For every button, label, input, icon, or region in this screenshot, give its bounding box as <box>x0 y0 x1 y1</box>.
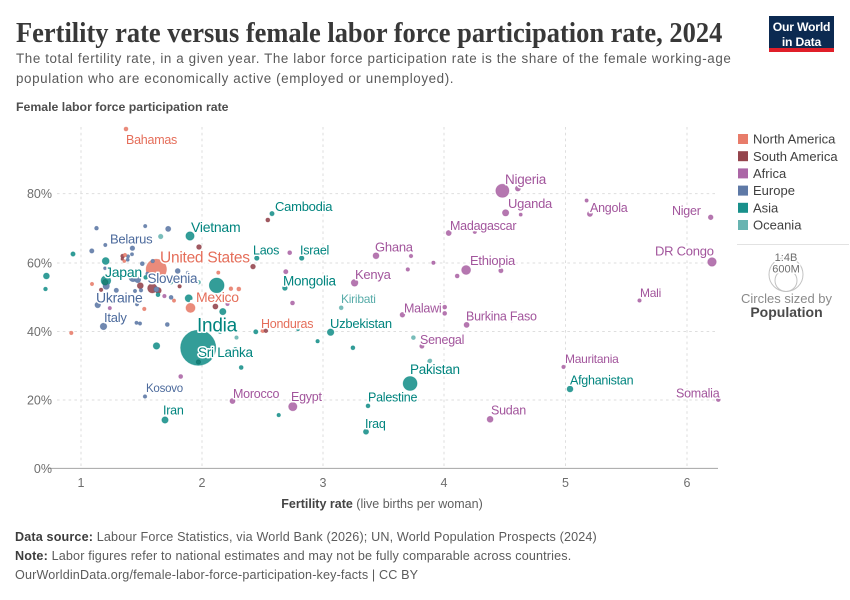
svg-text:Slovenia: Slovenia <box>148 271 199 286</box>
svg-text:Ethiopia: Ethiopia <box>470 253 516 268</box>
svg-text:Egypt: Egypt <box>291 390 322 404</box>
svg-text:Kenya: Kenya <box>355 267 392 282</box>
svg-text:Malawi: Malawi <box>404 301 441 315</box>
svg-text:Sudan: Sudan <box>491 403 526 417</box>
svg-text:Afghanistan: Afghanistan <box>570 373 634 387</box>
svg-text:Burkina Faso: Burkina Faso <box>466 309 537 323</box>
svg-text:Mali: Mali <box>640 286 661 300</box>
svg-text:3: 3 <box>320 476 327 490</box>
svg-text:Sri Lanka: Sri Lanka <box>198 345 254 360</box>
svg-text:6: 6 <box>684 476 691 490</box>
svg-text:Angola: Angola <box>590 201 628 215</box>
svg-text:India: India <box>197 316 238 337</box>
svg-text:South America: South America <box>753 149 838 164</box>
svg-text:Iraq: Iraq <box>365 417 386 431</box>
svg-text:Nigeria: Nigeria <box>505 172 547 187</box>
svg-text:Laos: Laos <box>253 244 279 258</box>
svg-text:Vietnam: Vietnam <box>191 219 240 235</box>
svg-text:Kosovo: Kosovo <box>146 383 183 395</box>
svg-text:0%: 0% <box>34 462 52 476</box>
svg-text:Ghana: Ghana <box>375 240 414 255</box>
svg-text:Morocco: Morocco <box>233 387 279 401</box>
svg-text:United States: United States <box>160 249 250 266</box>
svg-text:Niger: Niger <box>672 204 701 218</box>
svg-text:Uganda: Uganda <box>508 196 553 211</box>
svg-text:Madagascar: Madagascar <box>450 219 516 233</box>
svg-text:Mauritania: Mauritania <box>565 352 619 366</box>
svg-text:Belarus: Belarus <box>110 232 153 247</box>
svg-text:Europe: Europe <box>753 183 795 198</box>
svg-text:Cambodia: Cambodia <box>275 199 333 214</box>
svg-text:Pakistan: Pakistan <box>410 362 460 377</box>
svg-text:Honduras: Honduras <box>261 317 313 331</box>
svg-text:Mongolia: Mongolia <box>283 274 337 289</box>
svg-text:Israel: Israel <box>300 244 329 258</box>
svg-text:1: 1 <box>78 476 85 490</box>
svg-text:40%: 40% <box>27 325 52 339</box>
svg-text:Senegal: Senegal <box>420 333 464 347</box>
svg-text:Palestine: Palestine <box>368 390 417 404</box>
svg-text:1:4B: 1:4B <box>775 252 798 264</box>
svg-text:80%: 80% <box>27 187 52 201</box>
svg-text:4: 4 <box>441 476 448 490</box>
svg-text:Uzbekistan: Uzbekistan <box>330 316 392 331</box>
svg-text:Bahamas: Bahamas <box>126 133 177 147</box>
svg-text:5: 5 <box>562 476 569 490</box>
svg-text:Fertility rate (live births pe: Fertility rate (live births per woman) <box>281 497 482 511</box>
svg-text:Japan: Japan <box>105 264 142 280</box>
svg-text:2: 2 <box>199 476 206 490</box>
svg-text:600M: 600M <box>772 264 800 276</box>
svg-text:Mexico: Mexico <box>196 289 239 305</box>
svg-text:60%: 60% <box>27 256 52 270</box>
svg-text:Somalia: Somalia <box>676 386 720 400</box>
svg-text:North America: North America <box>753 132 836 147</box>
svg-text:Circles sized by: Circles sized by <box>741 291 833 306</box>
svg-text:Population: Population <box>750 304 822 320</box>
svg-text:Ukraine: Ukraine <box>96 289 143 305</box>
svg-text:Kiribati: Kiribati <box>341 292 376 306</box>
svg-text:DR Congo: DR Congo <box>655 244 714 259</box>
svg-text:Africa: Africa <box>753 166 787 181</box>
svg-text:Asia: Asia <box>753 200 779 215</box>
svg-text:Italy: Italy <box>104 310 127 325</box>
svg-text:Iran: Iran <box>163 403 184 417</box>
svg-text:Oceania: Oceania <box>753 218 802 233</box>
svg-text:20%: 20% <box>27 393 52 407</box>
